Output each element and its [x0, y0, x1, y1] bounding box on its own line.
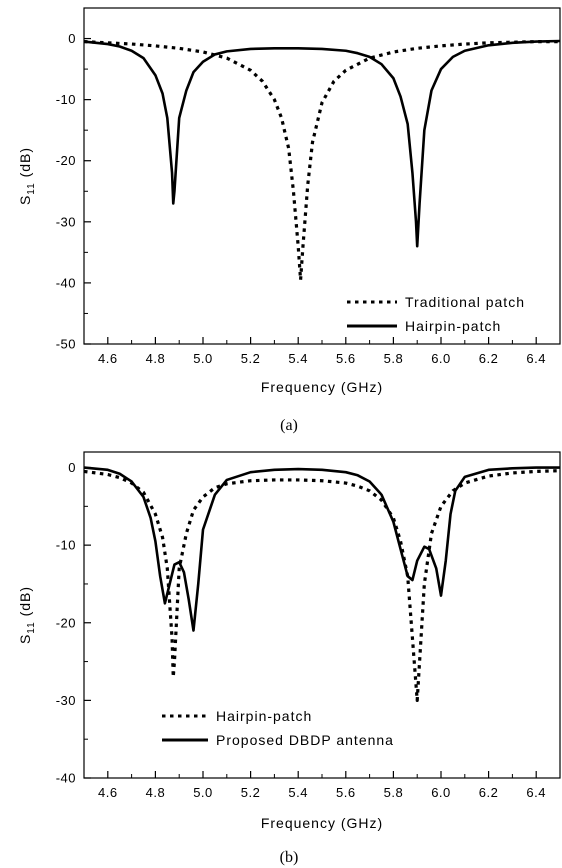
legend-label-traditional-patch: Traditional patch [405, 294, 525, 310]
legend-label-hairpin-patch: Hairpin-patch [216, 708, 312, 724]
x-tick-label: 6.2 [479, 351, 499, 366]
series-traditional-patch [83, 39, 560, 282]
series-proposed-dbdp-antenna [83, 466, 560, 632]
y-tick-label: -20 [56, 153, 76, 168]
x-tick-label: 5.8 [384, 785, 404, 800]
x-axis-label: Frequency (GHz) [261, 815, 383, 831]
y-tick-label: 0 [68, 460, 76, 475]
legend-label-proposed-dbdp-antenna: Proposed DBDP antenna [216, 732, 394, 748]
x-tick-label: 5.4 [288, 351, 308, 366]
y-tick-label: -30 [56, 693, 76, 708]
x-tick-label: 4.8 [146, 351, 166, 366]
x-tick-label: 4.6 [98, 351, 118, 366]
x-axis-label: Frequency (GHz) [261, 379, 383, 395]
chart-a: 0 -10 -20 -30 -40 -50 4.6 4.8 5.0 5.2 5.4 5.6 5.8 6.… [17, 7, 561, 434]
y-tick-label: -40 [56, 275, 76, 290]
x-tick-label: 5.6 [336, 351, 356, 366]
x-tick-label: 6.4 [526, 351, 546, 366]
x-tick-label: 5.6 [336, 785, 356, 800]
x-tick-label: 6.4 [526, 785, 546, 800]
series-hairpin-patch [83, 469, 561, 702]
y-ticks: 0 -10 -20 -30 -40 -50 [56, 7, 91, 352]
y-tick-label: -20 [56, 615, 76, 630]
x-ticks: 4.6 4.8 5.0 5.2 5.4 5.6 5.8 6.0 6.2 6.4 [83, 337, 561, 366]
legend: Traditional patch Hairpin-patch [347, 294, 525, 334]
y-tick-label: -10 [56, 538, 76, 553]
y-axis-label: S11 (dB) [17, 586, 37, 644]
x-tick-label: 5.2 [241, 351, 261, 366]
y-tick-label: -10 [56, 92, 76, 107]
panel-caption: (b) [280, 849, 299, 866]
y-tick-label: 0 [68, 31, 76, 46]
legend-label-hairpin-patch: Hairpin-patch [405, 318, 501, 334]
series-layer [83, 39, 561, 282]
series-layer [83, 466, 561, 702]
plot-frame [83, 451, 561, 779]
y-axis-label: S11 (dB) [17, 147, 37, 205]
y-tick-label: -30 [56, 214, 76, 229]
x-tick-label: 6.0 [431, 785, 451, 800]
panel-caption: (a) [280, 417, 298, 434]
chart-b: 0 -10 -20 -30 -40 4.6 4.8 5.0 5.2 5.4 5.6 5.8 6.0 6.… [17, 451, 561, 866]
y-tick-label: -40 [56, 771, 76, 786]
x-tick-label: 5.0 [193, 785, 213, 800]
x-tick-label: 5.2 [241, 785, 261, 800]
legend: Hairpin-patch Proposed DBDP antenna [162, 708, 394, 748]
y-tick-label: -50 [56, 337, 76, 352]
x-tick-label: 4.8 [146, 785, 166, 800]
x-tick-label: 4.6 [98, 785, 118, 800]
x-tick-label: 5.8 [384, 351, 404, 366]
y-ticks: 0 -10 -20 -30 -40 [56, 460, 91, 786]
x-tick-label: 5.0 [193, 351, 213, 366]
x-tick-label: 6.0 [431, 351, 451, 366]
x-ticks: 4.6 4.8 5.0 5.2 5.4 5.6 5.8 6.0 6.2 6.4 [83, 771, 561, 800]
x-tick-label: 6.2 [479, 785, 499, 800]
series-hairpin-patch [83, 39, 561, 248]
x-tick-label: 5.4 [288, 785, 308, 800]
